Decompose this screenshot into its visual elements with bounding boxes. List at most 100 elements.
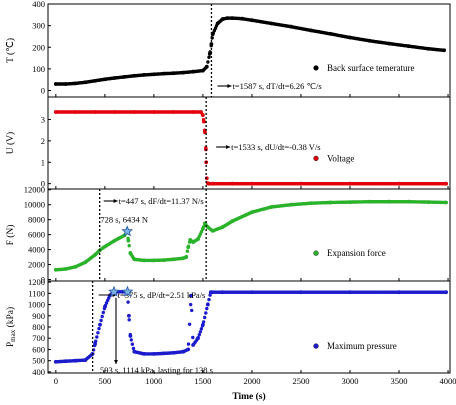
panel-2-datapoint (348, 200, 352, 205)
pressure-end-star (121, 285, 134, 297)
panel-1-datapoint (397, 181, 401, 186)
panel-2-datapoint (128, 251, 133, 256)
panel-1-ytick-label-1: 1 (41, 157, 45, 167)
panel-0-point (207, 55, 211, 59)
panel-3-ytick-label-1: 500 (32, 356, 45, 366)
panel-3-ytick-label-7: 1100 (28, 288, 45, 298)
annotation-voltage: t=1533 s, dU/dt=-0.38 V/s (231, 142, 320, 152)
panel-3-point (127, 318, 131, 322)
panel-3-ytick-label-3: 700 (32, 333, 45, 343)
panel-2-series (53, 199, 448, 272)
panel-1-datapoint (250, 181, 254, 186)
panel-2-datapoint (426, 200, 431, 205)
panel-1-datapoint (73, 110, 78, 114)
panel-0-datapoint (289, 24, 294, 29)
panel-3-datapoint (126, 313, 131, 318)
panel-2-datapoint (406, 199, 411, 204)
panel-3-datapoint (142, 352, 147, 356)
panel-2-ytick-label-4: 8000 (28, 215, 45, 225)
panel-3-datapoint (132, 349, 137, 354)
panel-1-datapoint (444, 181, 448, 186)
panel-0-datapoint (63, 82, 68, 86)
annotation-voltage-arrow-head (226, 145, 231, 149)
panel-2-datapoint (250, 210, 254, 215)
panel-2-ylabel: F (N) (5, 225, 16, 246)
panel-3-ytick-label-5: 900 (32, 311, 45, 321)
panel-0-ytick-label-3: 300 (32, 21, 45, 31)
panel-0-datapoint (142, 73, 147, 77)
xtick-label-5: 2500 (292, 376, 309, 386)
panel-1-ytick-label-0: 0 (41, 179, 45, 189)
panel-1-datapoint (171, 110, 176, 114)
panel-3-point (95, 335, 99, 339)
panel-1-datapoint (230, 181, 235, 186)
panel-3-datapoint (73, 358, 78, 363)
panel-2-datapoint (210, 229, 215, 233)
panel-1-datapoint (53, 110, 58, 114)
panel-2-datapoint (112, 238, 117, 243)
panel-3-datapoint (250, 290, 254, 295)
panel-1-series (53, 110, 448, 186)
panel-2-point (127, 244, 131, 248)
panel-1-datapoint (199, 110, 203, 114)
panel-0-datapoint (181, 70, 186, 75)
panel-1-datapoint (132, 110, 137, 114)
panel-1-legend-marker (313, 155, 319, 162)
panel-0-datapoint (132, 73, 137, 78)
panel-0-datapoint (250, 18, 254, 23)
panel-0-datapoint (406, 44, 411, 49)
panel-0-datapoint (348, 35, 352, 40)
panel-2-datapoint (161, 258, 166, 262)
panel-2-datapoint (103, 244, 107, 249)
panel-3-datapoint (299, 290, 303, 295)
panel-3-point (131, 346, 136, 351)
panel-3-point (203, 315, 207, 320)
panel-3-datapoint (171, 350, 176, 355)
panel-1-ytick-label-2: 2 (41, 136, 45, 146)
panel-2-datapoint (269, 205, 274, 209)
panel-2-datapoint (201, 226, 205, 231)
panel-1-datapoint (210, 181, 215, 186)
panel-2-datapoint (63, 267, 68, 271)
panel-3-datapoint (83, 358, 88, 362)
panel-3-point (97, 326, 101, 331)
panel-0-datapoint (426, 46, 431, 51)
panel-1-legend-label: Voltage (327, 153, 354, 163)
panel-3-point (186, 342, 191, 346)
panel-3-point (101, 310, 106, 315)
panel-2-datapoint (83, 260, 88, 265)
panel-3-datapoint (196, 336, 200, 341)
panel-0-datapoint (225, 16, 230, 20)
panel-3-datapoint (103, 304, 107, 309)
annotation-force-peak: 728 s, 6434 N (100, 214, 148, 224)
panel-0-datapoint (191, 69, 196, 74)
panel-3-legend-label: Maximum pressure (327, 341, 397, 351)
panel-0-datapoint (161, 71, 166, 76)
panel-1-datapoint (93, 110, 97, 114)
panel-0-ytick-label-0: 0 (41, 86, 45, 96)
annotation-temperature-arrow-head (227, 84, 232, 88)
panel-3-datapoint (181, 349, 186, 354)
panel-3-ytick-label-8: 1200 (28, 277, 45, 287)
panel-2-datapoint (152, 258, 156, 263)
panel-0-ytick-label-4: 400 (32, 0, 45, 9)
panel-3-ytick-label-4: 800 (32, 322, 45, 332)
panel-3-datapoint (53, 359, 58, 364)
panel-2-ytick-label-3: 6000 (28, 230, 45, 240)
panel-0-datapoint (103, 77, 107, 82)
panel-2-datapoint (230, 219, 235, 224)
panel-3-datapoint (152, 352, 156, 356)
panel-2-datapoint (191, 240, 196, 245)
panel-3-datapoint (128, 334, 133, 338)
panel-3-datapoint (220, 290, 225, 295)
panel-2-datapoint (367, 199, 372, 204)
panel-3-datapoint (93, 341, 97, 346)
xtick-label-2: 1000 (145, 376, 162, 386)
panel-0-datapoint (53, 82, 58, 86)
xtick-label-0: 0 (54, 376, 58, 386)
panel-2-datapoint (132, 257, 137, 262)
panel-0-datapoint (367, 38, 372, 43)
panel-0-ytick-label-1: 100 (32, 64, 45, 74)
panel-2-datapoint (444, 200, 448, 205)
panel-0-datapoint (122, 75, 127, 79)
